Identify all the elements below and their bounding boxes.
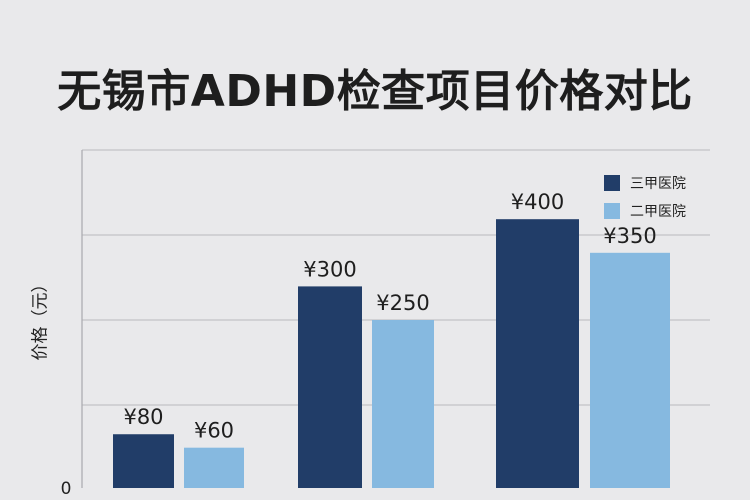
data-label-series2-group2: ¥250	[376, 291, 429, 315]
legend-swatch-series-1	[604, 175, 620, 191]
legend-item-series-2: 二甲医院	[604, 201, 686, 221]
bar-series2-group2	[372, 320, 434, 488]
data-label-series2-group3: ¥350	[603, 224, 656, 248]
bar-series1-group3	[496, 219, 579, 488]
data-label-series1-group2: ¥300	[303, 257, 356, 281]
bar-series1-group1	[113, 434, 174, 488]
legend-label-series-2: 二甲医院	[630, 204, 686, 220]
y-tick-label-0: 0	[61, 479, 72, 499]
legend-label-series-1: 三甲医院	[630, 176, 686, 192]
bar-series2-group3	[590, 252, 670, 488]
legend-swatch-series-2	[604, 203, 620, 219]
bar-series1-group2	[298, 286, 362, 488]
data-label-series1-group1: ¥80	[123, 405, 163, 429]
data-label-series1-group3: ¥400	[511, 190, 564, 214]
chart-title: 无锡市ADHD检查项目价格对比	[57, 66, 693, 117]
legend-item-series-1: 三甲医院	[604, 173, 686, 193]
data-label-series2-group1: ¥60	[194, 419, 234, 443]
bar-series2-group1	[184, 447, 244, 488]
